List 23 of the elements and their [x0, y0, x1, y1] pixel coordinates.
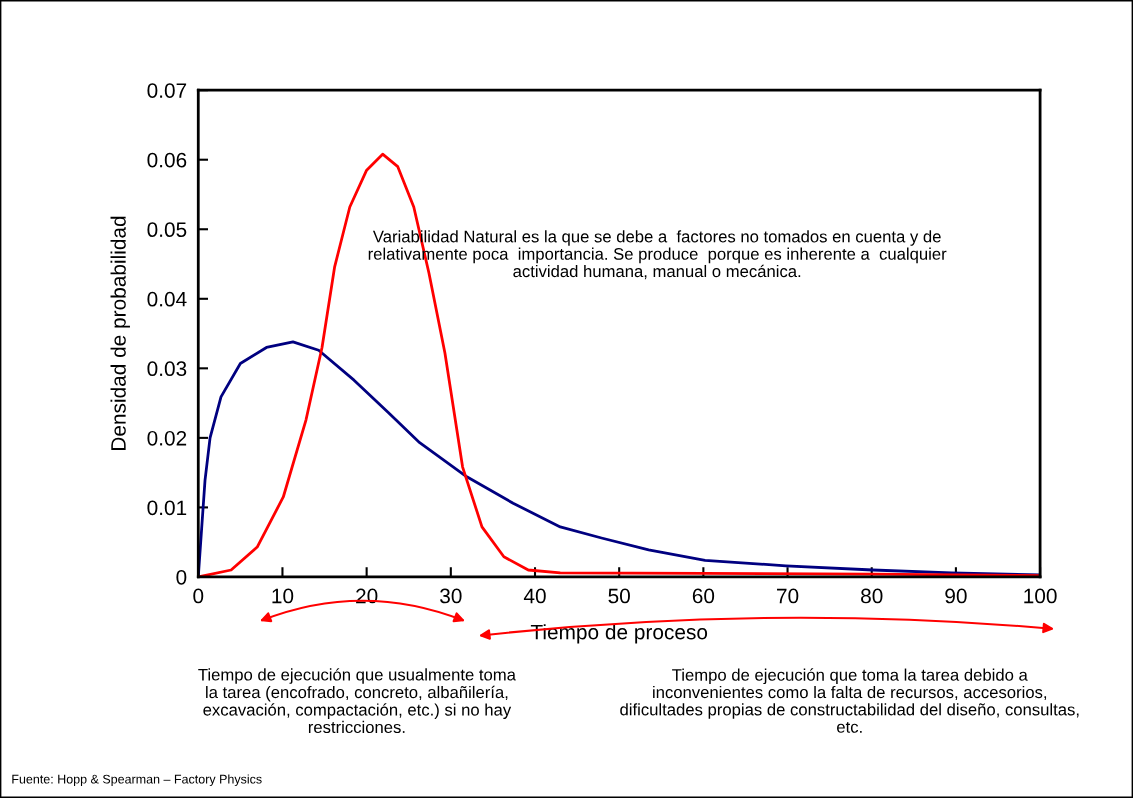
x-tick-label: 90 [945, 588, 967, 604]
x-tick-label: 80 [861, 588, 883, 604]
x-tick-label: 50 [608, 588, 630, 604]
y-tick-label: 0 [176, 569, 187, 585]
x-tick-label: 0 [193, 588, 204, 604]
y-tick-label: 0.04 [147, 291, 187, 307]
y-tick-label: 0.02 [147, 430, 187, 446]
source-note: Fuente: Hopp & Spearman – Factory Physics [12, 774, 262, 787]
text: Tiempo de ejecución que toma la tarea debido a inconvenientes como la falta de recursos, accesorios, dificultades propias de constructabilidad del diseño, consultas, etc. [620, 668, 1079, 733]
y-tick-label: 0.06 [147, 152, 187, 168]
y-tick-label: 0.07 [147, 83, 187, 98]
text: Tiempo de ejecución que usualmente toma la tarea (encofrado, concreto, albañilería, excavación, compactación, etc.) si no hay restricciones. [198, 668, 516, 734]
y-tick-label: 0.05 [147, 222, 187, 238]
x-tick-label: 10 [272, 588, 294, 604]
y-tick-label: 0.01 [147, 500, 187, 516]
x-tick-label: 70 [777, 588, 799, 604]
y-tick-label: 0.03 [147, 361, 187, 377]
x-tick-label: 30 [440, 588, 462, 604]
x-tick-label: 60 [692, 588, 715, 604]
x-tick-label: 40 [523, 588, 546, 604]
x-tick-label: 100 [1024, 588, 1057, 604]
x-axis-title: Tiempo de proceso [530, 624, 708, 644]
y-axis-title: Densidad de probabilidad [110, 216, 130, 450]
